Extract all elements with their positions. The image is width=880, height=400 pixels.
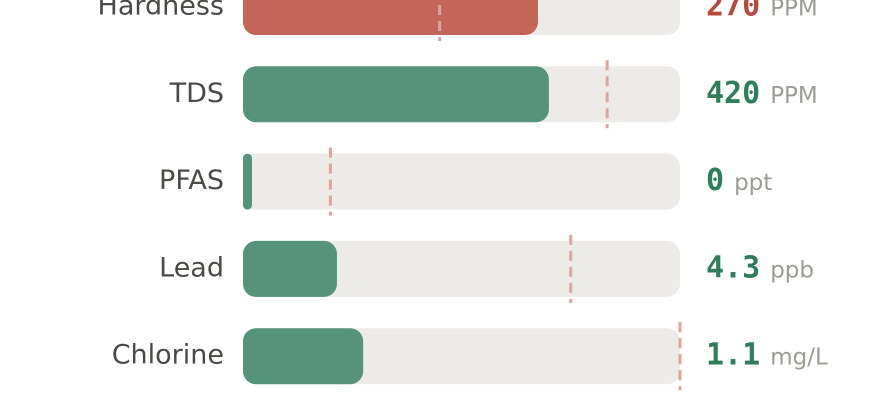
bar [243,240,337,297]
bar [243,328,364,385]
value-label: 4.3 [706,250,760,285]
value-label: 270 [706,0,760,24]
unit-label: ppt [734,170,772,196]
row-label: Hardness [98,0,224,22]
value-label: 420 [706,76,760,111]
row-label: PFAS [159,165,224,196]
row-label: Lead [159,252,224,283]
bar-track [243,153,680,210]
unit-label: mg/L [770,345,828,371]
bar [243,0,538,35]
unit-label: PPM [770,83,818,109]
unit-label: PPM [770,0,818,22]
value-label: 1.1 [706,338,760,373]
bar [243,66,549,123]
unit-label: ppb [770,257,814,283]
value-label: 0 [706,163,724,198]
bar [243,153,252,210]
row-label: TDS [169,78,224,109]
row-label: Chlorine [112,340,224,371]
